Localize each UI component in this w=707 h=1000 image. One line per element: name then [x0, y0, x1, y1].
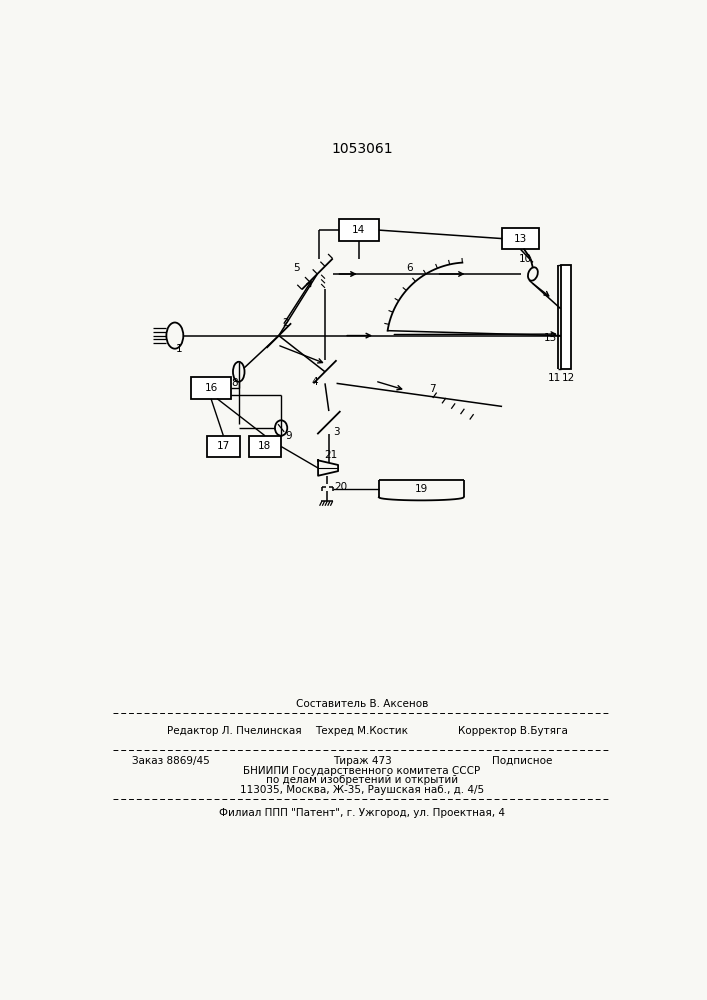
- Text: БНИИПИ Государственного комитета СССР: БНИИПИ Государственного комитета СССР: [243, 766, 481, 776]
- Text: 1053061: 1053061: [331, 142, 393, 156]
- Bar: [339, 219, 379, 241]
- Text: Заказ 8869/45: Заказ 8869/45: [132, 756, 210, 766]
- Text: по делам изобретений и открытий: по делам изобретений и открытий: [266, 775, 458, 785]
- Bar: [207, 436, 240, 457]
- Text: 6: 6: [407, 263, 413, 273]
- Text: 16: 16: [204, 383, 218, 393]
- Text: 19: 19: [414, 484, 428, 494]
- Text: 2: 2: [282, 318, 289, 328]
- Bar: [249, 436, 281, 457]
- Text: 13: 13: [514, 234, 527, 244]
- Text: 9: 9: [286, 431, 292, 441]
- Text: 21: 21: [324, 450, 337, 460]
- Text: 3: 3: [333, 427, 340, 437]
- Text: 4: 4: [312, 377, 318, 387]
- Text: 20: 20: [334, 482, 348, 492]
- Bar: [502, 228, 539, 249]
- Text: Подписное: Подписное: [492, 756, 552, 766]
- Text: 18: 18: [258, 441, 271, 451]
- Text: Техред М.Костик: Техред М.Костик: [315, 726, 409, 736]
- Text: 5: 5: [293, 263, 300, 273]
- Text: 11: 11: [548, 373, 561, 383]
- Text: 8: 8: [232, 378, 238, 388]
- Text: Филиал ППП "Патент", г. Ужгород, ул. Проектная, 4: Филиал ППП "Патент", г. Ужгород, ул. Про…: [219, 808, 505, 818]
- Text: 10: 10: [519, 254, 532, 264]
- Text: 7: 7: [429, 384, 436, 394]
- Text: 12: 12: [561, 373, 575, 383]
- Text: 15: 15: [544, 333, 557, 343]
- Text: 113035, Москва, Ж-35, Раушская наб., д. 4/5: 113035, Москва, Ж-35, Раушская наб., д. …: [240, 785, 484, 795]
- Bar: [561, 265, 571, 369]
- Bar: [191, 377, 231, 399]
- Text: 17: 17: [217, 441, 230, 451]
- Text: Редактор Л. Пчелинская: Редактор Л. Пчелинская: [167, 726, 302, 736]
- Text: Тираж 473: Тираж 473: [332, 756, 392, 766]
- Text: Составитель В. Аксенов: Составитель В. Аксенов: [296, 699, 428, 709]
- Text: 14: 14: [352, 225, 366, 235]
- Text: Корректор В.Бутяга: Корректор В.Бутяга: [457, 726, 568, 736]
- Text: 1: 1: [175, 344, 182, 354]
